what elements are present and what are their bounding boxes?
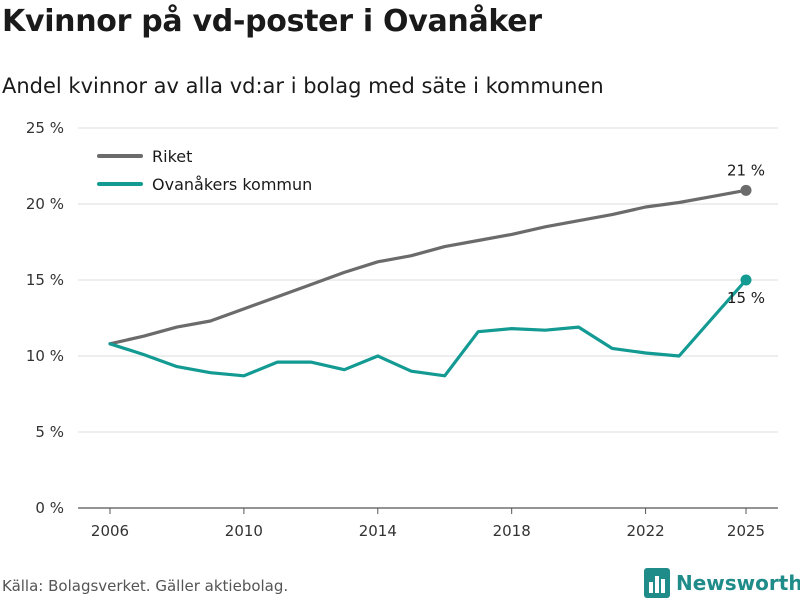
- y-tick-label: 5 %: [35, 423, 64, 441]
- end-label-riket: 21 %: [727, 161, 765, 179]
- legend-label-ovanaker: Ovanåkers kommun: [152, 175, 312, 194]
- legend: Riket Ovanåkers kommun: [97, 147, 312, 194]
- brand-logo: Newsworthy: [644, 568, 800, 598]
- end-marker-ovanaker: [740, 274, 752, 286]
- y-tick-label: 20 %: [26, 195, 64, 213]
- series-lines: 21 % 15 %: [108, 161, 765, 378]
- x-tick-label: 2025: [727, 522, 765, 540]
- y-tick-label: 25 %: [26, 119, 64, 137]
- x-axis: 2006 2010 2014 2018 2022 2025: [91, 508, 765, 540]
- chart-subtitle: Andel kvinnor av alla vd:ar i bolag med …: [2, 74, 604, 98]
- x-tick-label: 2006: [91, 522, 129, 540]
- bar-chart-icon: [644, 568, 670, 598]
- end-label-ovanaker: 15 %: [727, 289, 765, 307]
- series-line-riket: [108, 188, 748, 346]
- x-tick-label: 2018: [493, 522, 531, 540]
- x-tick-label: 2022: [626, 522, 664, 540]
- end-marker-riket: [740, 184, 752, 196]
- chart-title: Kvinnor på vd-poster i Ovanåker: [2, 4, 542, 39]
- line-chart: 0 %5 %10 %15 %20 %25 % 2006 2010 2014 2018 2…: [26, 119, 778, 540]
- source-note: Källa: Bolagsverket. Gäller aktiebolag.: [2, 577, 289, 595]
- y-tick-label: 10 %: [26, 347, 64, 365]
- x-tick-label: 2014: [359, 522, 397, 540]
- y-tick-label: 15 %: [26, 271, 64, 289]
- y-tick-label: 0 %: [35, 499, 64, 517]
- brand-name: Newsworthy: [676, 571, 800, 595]
- legend-label-riket: Riket: [152, 147, 192, 166]
- y-axis: 0 % 5 % 10 % 15 % 20 % 25 %: [26, 119, 64, 517]
- series-line-ovanaker: [108, 278, 748, 378]
- x-tick-label: 2010: [225, 522, 263, 540]
